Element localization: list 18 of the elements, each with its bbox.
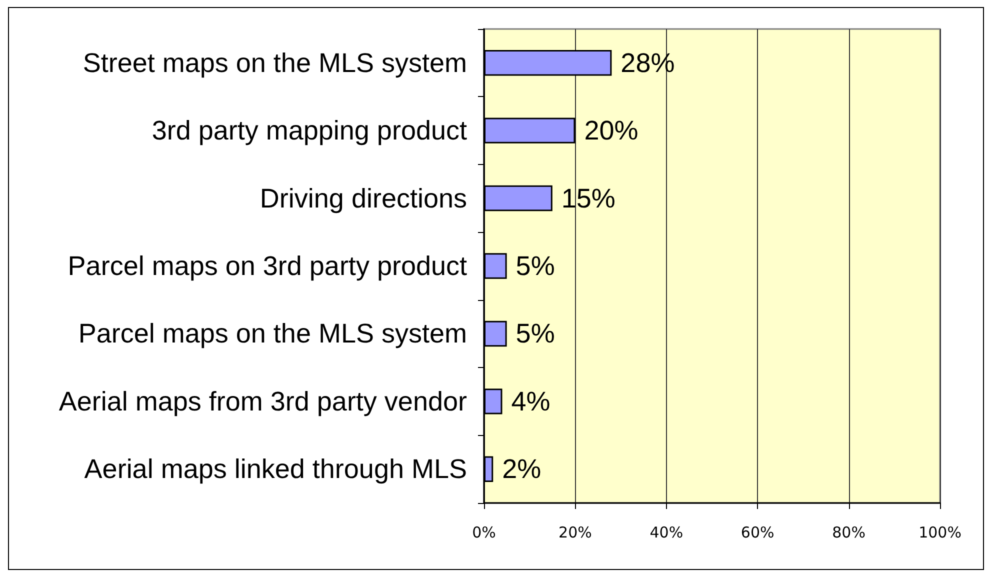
data-label: 5% bbox=[516, 251, 555, 281]
y-tick-label: Parcel maps on 3rd party product bbox=[68, 251, 468, 281]
data-label: 2% bbox=[502, 454, 542, 484]
x-tick-label: 20% bbox=[558, 524, 592, 542]
data-label: 5% bbox=[516, 318, 555, 349]
y-tick-label: Street maps on the MLS system bbox=[82, 48, 467, 78]
y-tick-label: Aerial maps linked through MLS bbox=[84, 454, 467, 484]
data-label: 4% bbox=[511, 386, 550, 416]
y-tick-label: Aerial maps from 3rd party vendor bbox=[58, 386, 467, 416]
x-tick-label: 40% bbox=[650, 524, 684, 542]
x-tick-label: 100% bbox=[918, 524, 962, 542]
x-tick-label: 80% bbox=[832, 524, 866, 542]
data-label: 20% bbox=[584, 116, 638, 146]
x-tick-label: 0% bbox=[472, 524, 496, 542]
y-tick-label: 3rd party mapping product bbox=[152, 116, 468, 146]
x-tick-label: 60% bbox=[740, 524, 774, 542]
y-tick-label: Driving directions bbox=[260, 183, 467, 214]
y-tick-label: Parcel maps on the MLS system bbox=[78, 318, 467, 349]
